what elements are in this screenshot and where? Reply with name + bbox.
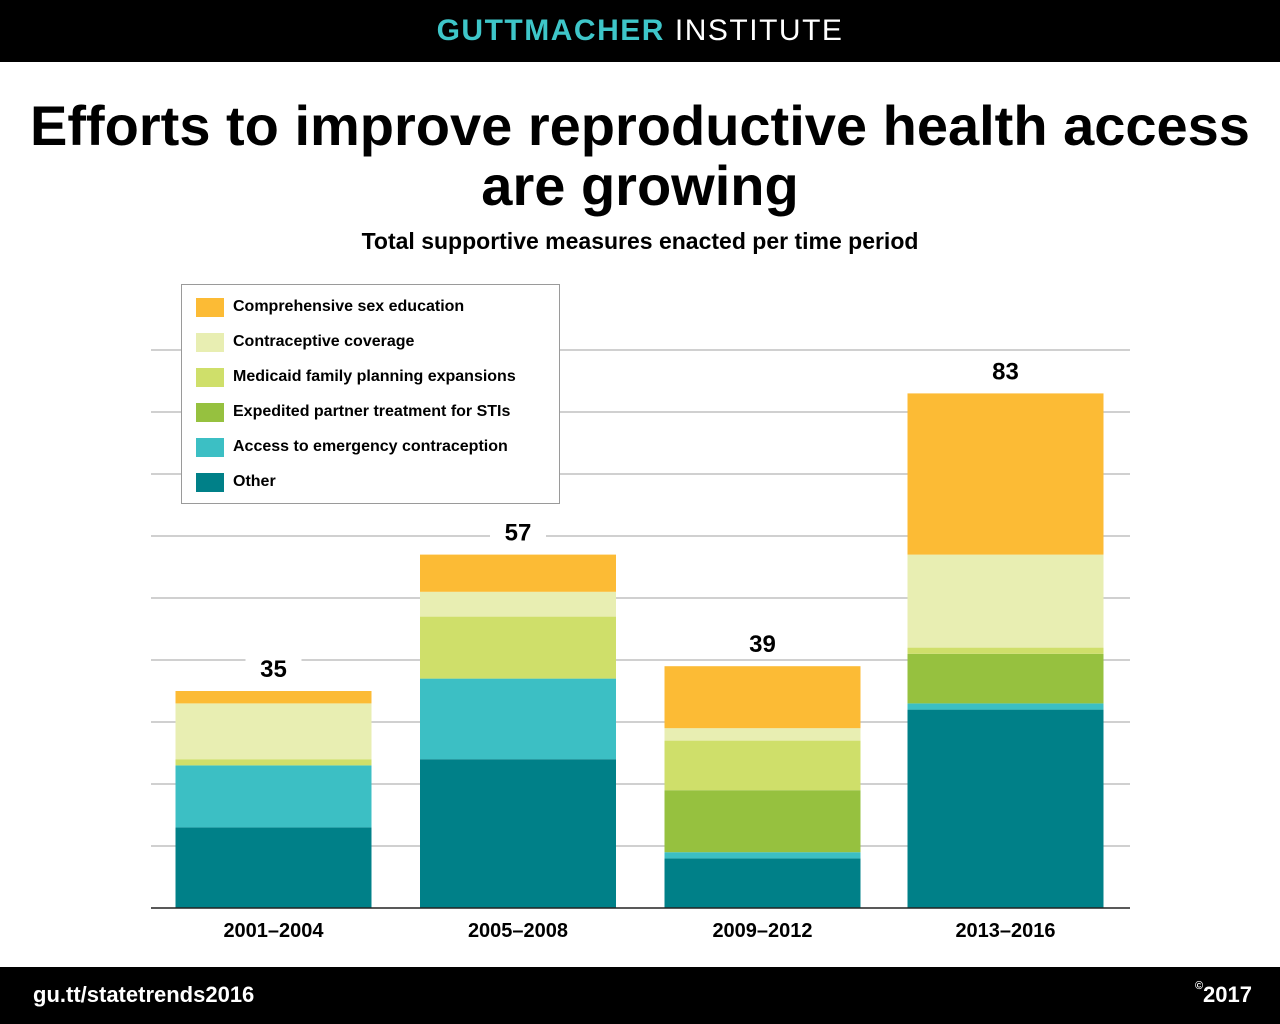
bar-segment (907, 554, 1104, 648)
bar-total-label: 57 (505, 520, 532, 547)
legend-swatch (196, 437, 224, 457)
legend-item: Access to emergency contraception (196, 436, 508, 458)
bar-segment (907, 653, 1104, 704)
legend-swatch (196, 332, 224, 352)
bar-segment (420, 759, 616, 908)
bar-segment (664, 790, 861, 853)
bar-segment (175, 703, 372, 760)
bar-segment (664, 740, 861, 791)
bar-segment (664, 666, 861, 729)
bar-total-label: 35 (260, 656, 287, 683)
legend-item: Expedited partner treatment for STIs (196, 401, 510, 423)
footer-url[interactable]: gu.tt/statetrends2016 (33, 982, 255, 1007)
legend-label: Expedited partner treatment for STIs (233, 403, 511, 420)
legend-item: Medicaid family planning expansions (196, 366, 516, 388)
chart-legend: Comprehensive sex education Contraceptive… (181, 284, 560, 504)
bar-segment (175, 827, 372, 908)
copyright-year: 2017 (1203, 982, 1252, 1007)
legend-item: Other (196, 471, 276, 493)
legend-swatch (196, 402, 224, 422)
legend-swatch (196, 297, 224, 317)
brand-name-part2: INSTITUTE (674, 14, 844, 47)
legend-label: Access to emergency contraception (233, 438, 508, 455)
bar-segment (175, 759, 372, 766)
header-bar: GUTTMACHER INSTITUTE (0, 0, 1280, 62)
bar-segment (907, 709, 1104, 908)
bar-segment (664, 728, 861, 741)
category-tick-label: 2005–2008 (468, 920, 568, 942)
legend-label: Contraceptive coverage (233, 333, 415, 350)
bar-segment (175, 691, 372, 704)
bar-segment (420, 678, 616, 760)
legend-label: Other (233, 473, 276, 490)
chart-subtitle: Total supportive measures enacted per ti… (361, 228, 919, 254)
total-label-background (245, 653, 302, 683)
bar-total-label: 39 (749, 631, 776, 658)
bar-total-label: 83 (992, 358, 1019, 385)
bar-segment (664, 858, 861, 908)
bar-segment (664, 852, 861, 859)
total-label-background (734, 628, 791, 659)
bar-segment (420, 591, 616, 617)
legend-label: Medicaid family planning expansions (233, 368, 516, 385)
bar-segment (907, 393, 1104, 555)
copyright-symbol: © (1194, 980, 1204, 992)
bar-segment (175, 765, 372, 828)
total-label-background (977, 355, 1034, 386)
brand-name-part1: GUTTMACHER (436, 14, 665, 47)
legend-item: Contraceptive coverage (196, 331, 414, 353)
stacked-bar-chart: 35 2001–2004 57 2005–2008 39 2009–2012 83 2013–… (151, 349, 1130, 942)
footer-copyright: ©2017 (1194, 980, 1252, 1008)
category-tick-label: 2001–2004 (223, 920, 324, 942)
bar-segment (907, 703, 1104, 710)
legend-swatch (196, 472, 224, 492)
bar-segment (420, 554, 616, 592)
legend-label: Comprehensive sex education (233, 298, 465, 315)
legend-swatch (196, 367, 224, 387)
legend-item: Comprehensive sex education (196, 296, 464, 318)
category-tick-label: 2009–2012 (712, 920, 812, 942)
footer-bar: gu.tt/statetrends2016 ©2017 (0, 967, 1280, 1024)
total-label-background (490, 516, 546, 547)
chart-title: Efforts to improve reproductive health a… (30, 94, 1250, 217)
bar-segment (420, 616, 616, 679)
bar-segment (907, 647, 1104, 654)
category-tick-label: 2013–2016 (955, 920, 1055, 942)
